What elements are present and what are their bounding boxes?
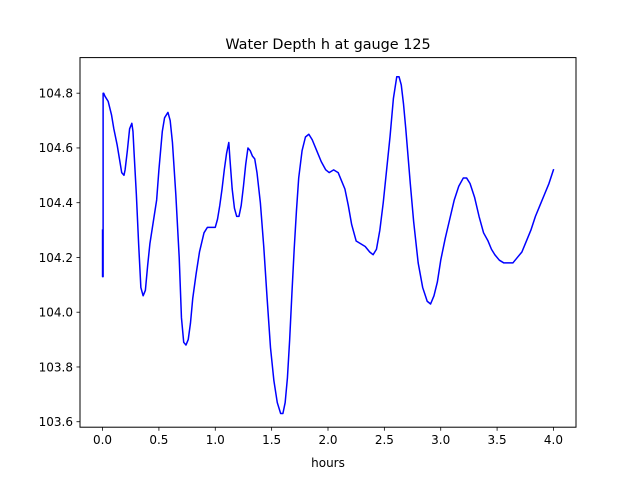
y-tick-label: 104.4: [39, 196, 73, 210]
x-tick-label: 0.0: [93, 433, 112, 447]
x-tick-label: 3.5: [488, 433, 507, 447]
x-tick-label: 4.0: [544, 433, 563, 447]
x-axis-ticks: 0.0 0.5 1.0 1.5 2.0 2.5 3.0 3.5 4.0: [93, 427, 563, 447]
y-tick-label: 103.6: [39, 415, 73, 429]
series-line-0: [101, 76, 555, 415]
x-tick-label: 1.5: [262, 433, 281, 447]
y-tick-label: 104.6: [39, 141, 73, 155]
chart-title: Water Depth h at gauge 125: [225, 37, 430, 53]
y-tick-label: 103.8: [39, 360, 73, 374]
x-tick-label: 2.5: [375, 433, 394, 447]
x-axis-label: hours: [311, 456, 345, 470]
y-axis-ticks: 103.6 103.8 104.0 104.2 104.4 104.6 104.8: [39, 86, 80, 429]
x-tick-label: 2.0: [318, 433, 337, 447]
plot-frame: [79, 57, 577, 428]
x-tick-label: 3.0: [431, 433, 450, 447]
x-tick-label: 1.0: [206, 433, 225, 447]
y-tick-label: 104.2: [39, 251, 73, 265]
x-tick-label: 0.5: [149, 433, 168, 447]
y-tick-label: 104.0: [39, 306, 73, 320]
plot-area: [101, 76, 555, 415]
y-tick-label: 104.8: [39, 86, 73, 100]
